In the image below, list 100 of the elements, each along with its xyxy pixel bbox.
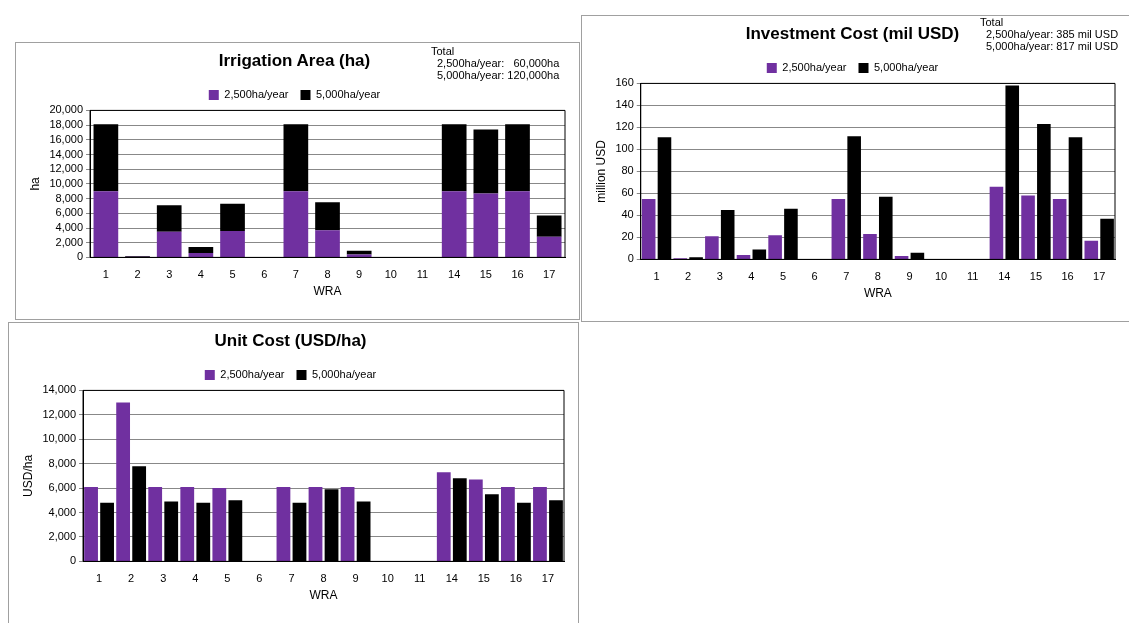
x-tick-label: 11 bbox=[414, 572, 426, 585]
y-tick-label: 10,000 bbox=[42, 432, 77, 445]
x-tick-label: 11 bbox=[967, 270, 979, 283]
x-tick-label: 10 bbox=[381, 572, 394, 585]
y-tick-label: 60 bbox=[621, 186, 634, 199]
y-tick-label: 8,000 bbox=[55, 191, 84, 204]
chart-title: Unit Cost (USD/ha) bbox=[214, 330, 367, 350]
x-tick-label: 1 bbox=[96, 572, 103, 585]
x-tick-label: 15 bbox=[477, 572, 490, 585]
bar bbox=[340, 486, 355, 561]
bar bbox=[536, 236, 562, 257]
y-tick-label: 4,000 bbox=[55, 221, 84, 234]
y-tick-label: 160 bbox=[615, 76, 634, 89]
x-tick-label: 6 bbox=[256, 572, 263, 585]
legend-label: 2,500ha/year bbox=[220, 367, 285, 380]
text: 5,000ha/year: 817 mil USD bbox=[985, 40, 1119, 52]
y-axis-title: million USD bbox=[593, 139, 608, 203]
x-tick-label: 11 bbox=[416, 268, 429, 281]
bar bbox=[436, 472, 451, 561]
x-tick-label: 14 bbox=[448, 268, 461, 281]
bar bbox=[536, 215, 562, 237]
bar bbox=[93, 124, 119, 192]
bar bbox=[283, 124, 309, 192]
y-axis-title: ha bbox=[27, 176, 42, 191]
y-tick-label: 120 bbox=[615, 120, 634, 133]
bar bbox=[1052, 198, 1067, 259]
legend-label: 2,500ha/year bbox=[224, 87, 289, 100]
x-tick-label: 14 bbox=[998, 270, 1011, 283]
y-tick-label: 14,000 bbox=[42, 383, 77, 396]
x-tick-label: 7 bbox=[292, 268, 299, 281]
x-tick-label: 10 bbox=[934, 270, 948, 283]
bar bbox=[346, 254, 372, 257]
text: 2,500ha/year: 60,000ha bbox=[436, 57, 560, 69]
y-tick-label: 20 bbox=[621, 230, 634, 243]
bar bbox=[533, 486, 547, 561]
bar bbox=[989, 186, 1004, 259]
bar bbox=[473, 193, 499, 257]
x-axis-title: WRA bbox=[313, 284, 342, 299]
x-tick-label: 7 bbox=[288, 572, 295, 585]
legend-label: 5,000ha/year bbox=[874, 60, 939, 73]
y-tick-label: 12,000 bbox=[42, 407, 77, 420]
bar bbox=[468, 479, 483, 561]
bar bbox=[1084, 240, 1099, 259]
bar bbox=[276, 486, 291, 561]
bar bbox=[705, 236, 719, 259]
bar bbox=[188, 247, 214, 253]
bar bbox=[156, 205, 182, 232]
x-tick-label: 3 bbox=[160, 572, 167, 585]
x-tick-label: 2 bbox=[134, 268, 141, 281]
x-tick-label: 6 bbox=[261, 268, 268, 281]
x-tick-label: 1 bbox=[102, 268, 109, 281]
x-tick-label: 16 bbox=[511, 268, 524, 281]
y-tick-label: 0 bbox=[76, 250, 84, 263]
x-axis-title: WRA bbox=[309, 588, 338, 603]
x-tick-label: 4 bbox=[192, 572, 199, 585]
y-tick-label: 2,000 bbox=[48, 530, 77, 542]
legend-label: 5,000ha/year bbox=[312, 367, 377, 380]
bar bbox=[505, 191, 530, 257]
y-tick-label: 10,000 bbox=[49, 176, 84, 189]
y-tick-label: 4,000 bbox=[48, 505, 77, 518]
bar bbox=[441, 124, 467, 192]
bar bbox=[768, 235, 782, 259]
bar bbox=[84, 486, 98, 561]
y-tick-label: 140 bbox=[615, 98, 634, 111]
y-tick-label: 0 bbox=[627, 252, 634, 265]
bar bbox=[212, 488, 227, 561]
bar bbox=[93, 191, 119, 257]
x-axis-title: WRA bbox=[863, 286, 892, 301]
bar bbox=[894, 256, 909, 259]
y-tick-label: 0 bbox=[69, 554, 77, 567]
x-tick-label: 10 bbox=[384, 268, 397, 281]
bar bbox=[188, 252, 214, 257]
x-tick-label: 8 bbox=[320, 572, 327, 585]
chart-title: Irrigation Area (ha) bbox=[218, 50, 371, 70]
bar bbox=[315, 230, 340, 257]
bar bbox=[863, 234, 877, 259]
x-tick-label: 1 bbox=[653, 270, 660, 283]
bar bbox=[641, 198, 656, 259]
bar bbox=[473, 129, 499, 194]
x-tick-label: 9 bbox=[352, 572, 359, 585]
chart-title: Investment Cost (mil USD) bbox=[745, 23, 960, 43]
y-tick-label: 20,000 bbox=[49, 103, 84, 116]
x-tick-label: 5 bbox=[779, 270, 787, 283]
y-tick-label: 18,000 bbox=[49, 118, 84, 131]
x-tick-label: 3 bbox=[166, 268, 173, 281]
y-tick-label: 6,000 bbox=[48, 481, 77, 494]
bar bbox=[283, 191, 309, 257]
bar bbox=[315, 202, 340, 231]
x-tick-label: 4 bbox=[748, 270, 755, 283]
legend-label: 2,500ha/year bbox=[782, 60, 847, 73]
x-tick-label: 2 bbox=[128, 572, 135, 585]
text: 5,000ha/year: 120,000ha bbox=[436, 69, 560, 81]
y-tick-label: 2,000 bbox=[55, 235, 84, 248]
y-tick-label: 6,000 bbox=[55, 206, 84, 219]
x-tick-label: 6 bbox=[811, 270, 818, 283]
x-tick-label: 8 bbox=[874, 270, 881, 283]
bar bbox=[1021, 195, 1035, 259]
y-tick-label: 100 bbox=[615, 142, 634, 155]
bar bbox=[831, 198, 846, 259]
legend-label: 5,000ha/year bbox=[316, 87, 381, 100]
